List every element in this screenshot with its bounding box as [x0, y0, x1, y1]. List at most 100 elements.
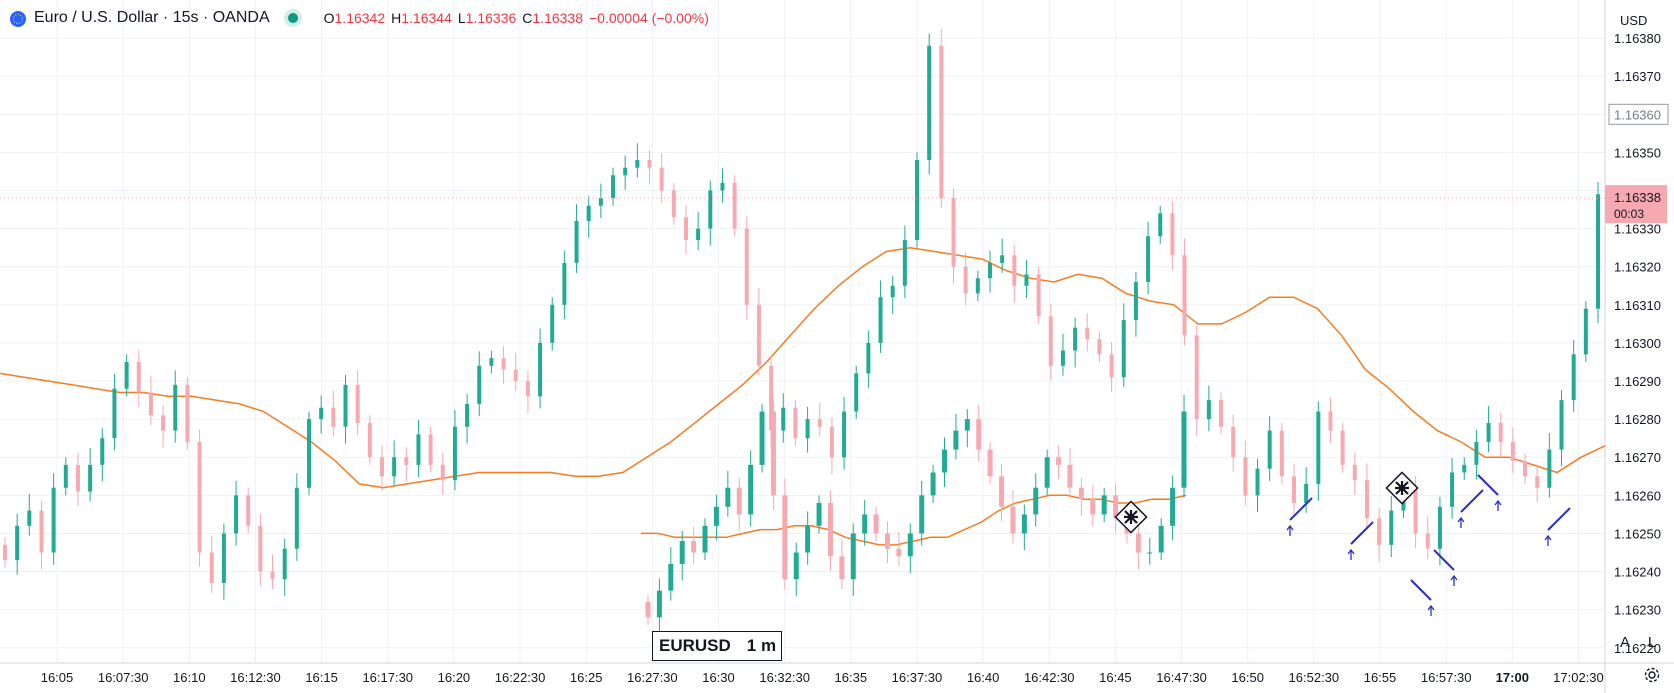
main-candle-body: [525, 381, 530, 397]
time-tick-label: 17:02:30: [1553, 670, 1604, 685]
main-candle-body: [88, 464, 93, 492]
inset-candle-body: [999, 476, 1005, 507]
price-tick-label: 1.16380: [1614, 31, 1661, 46]
inset-candle-body: [987, 449, 993, 477]
main-candle-body: [63, 464, 68, 488]
inset-interval: 1 m: [746, 636, 777, 655]
main-candle-body: [1000, 255, 1005, 263]
main-candle-body: [51, 487, 56, 553]
main-candle-body: [246, 495, 251, 526]
symbol-title[interactable]: Euro / U.S. Dollar · 15s · OANDA: [34, 9, 270, 26]
main-candle-body: [1377, 518, 1382, 545]
main-candle-body: [1316, 411, 1321, 484]
main-candle-body: [1498, 422, 1503, 442]
trend-arrow-line: [1433, 549, 1455, 571]
main-candle-body: [465, 403, 470, 427]
main-candle-body: [15, 525, 20, 561]
main-candle-body: [1219, 400, 1224, 427]
main-candle-body: [197, 442, 202, 553]
inset-candle-body: [713, 506, 719, 526]
main-candle-body: [915, 160, 920, 241]
main-candle-body: [1206, 400, 1211, 420]
main-candle-body: [440, 464, 445, 481]
main-candle-body: [963, 266, 968, 294]
main-candle-body: [1133, 281, 1138, 321]
log-scale-button[interactable]: L: [1647, 633, 1657, 651]
auto-scale-button[interactable]: A: [1619, 633, 1630, 651]
main-candle-body: [1547, 449, 1552, 488]
price-tick-label: 1.16330: [1614, 222, 1661, 237]
close-key: C: [522, 10, 533, 26]
main-candle-body: [683, 217, 688, 241]
main-candle-body: [1012, 255, 1017, 286]
inset-candle-body: [907, 533, 913, 557]
main-candle-body: [452, 426, 457, 481]
inset-candle-body: [1067, 464, 1073, 488]
main-candle-body: [1437, 506, 1442, 549]
main-candle-body: [136, 361, 141, 393]
inset-candle-body: [1090, 499, 1096, 515]
settings-gear-icon[interactable]: [1642, 665, 1662, 685]
inset-candle-body: [827, 502, 833, 557]
price-tick-label: 1.16350: [1614, 145, 1661, 160]
low-value: 1.16336: [465, 10, 517, 26]
main-candle-body: [1389, 510, 1394, 545]
main-candle-body: [112, 388, 117, 439]
time-tick-label: 16:32:30: [759, 670, 810, 685]
inset-candle-body: [725, 487, 731, 507]
price-tick-label: 1.16370: [1614, 69, 1661, 84]
signal-glyph-icon: [1395, 481, 1409, 495]
inset-candle-body: [1078, 487, 1084, 500]
current-price-tag: [1605, 185, 1667, 224]
main-candle-body: [1170, 213, 1175, 256]
inset-candle-body: [668, 563, 674, 591]
main-candle-body: [538, 342, 543, 397]
main-candle-body: [927, 45, 932, 161]
main-candle-body: [379, 457, 384, 477]
main-candle-body: [805, 419, 810, 439]
inset-candle-body: [850, 533, 856, 580]
main-candle-body: [598, 198, 603, 206]
inset-candle-body: [1113, 495, 1119, 519]
main-candle-body: [817, 419, 822, 427]
market-open-status-icon: [287, 13, 298, 23]
price-tick-label: 1.16240: [1614, 565, 1661, 580]
price-tick-label: 1.16310: [1614, 298, 1661, 313]
main-candle-body: [866, 342, 871, 374]
main-candle-body: [854, 373, 859, 412]
arrow-up-icon: [1347, 548, 1355, 560]
inset-candle-body: [759, 411, 765, 465]
main-candle-body: [878, 297, 883, 343]
time-tick-label: 16:07:30: [98, 670, 149, 685]
main-candle-body: [307, 419, 312, 488]
main-candle-body: [1267, 430, 1272, 469]
inset-candle-body: [679, 541, 685, 564]
time-tick-label: 16:27:30: [627, 670, 678, 685]
time-tick-label: 16:40: [967, 670, 1000, 685]
price-tick-label: 1.16270: [1614, 450, 1661, 465]
price-box-label: 1.16360: [1614, 107, 1661, 122]
inset-candle-body: [942, 449, 948, 473]
price-tick-label: 1.16250: [1614, 526, 1661, 541]
currency-selector[interactable]: USD: [1620, 12, 1648, 28]
main-candle-body: [1291, 476, 1296, 503]
main-candle-body: [161, 415, 166, 431]
inset-candle-body: [691, 541, 697, 553]
time-tick-label: 16:50: [1231, 670, 1264, 685]
main-candle-body: [258, 525, 263, 572]
inset-candle-body: [770, 411, 776, 496]
main-candle-body: [148, 392, 153, 416]
main-candle-body: [890, 285, 895, 298]
main-candle-body: [1328, 411, 1333, 431]
main-candle-body: [185, 384, 190, 442]
time-tick-label: 16:22:30: [495, 670, 546, 685]
time-tick-label: 16:25: [570, 670, 603, 685]
main-candle-body: [744, 228, 749, 305]
open-value: 1.16342: [334, 10, 386, 26]
main-moving-average-line: [0, 246, 1606, 489]
inset-candle-body: [656, 590, 662, 618]
inset-candle-body: [839, 556, 845, 580]
arrow-down-icon: [1450, 574, 1458, 586]
main-candle-body: [1146, 236, 1151, 282]
